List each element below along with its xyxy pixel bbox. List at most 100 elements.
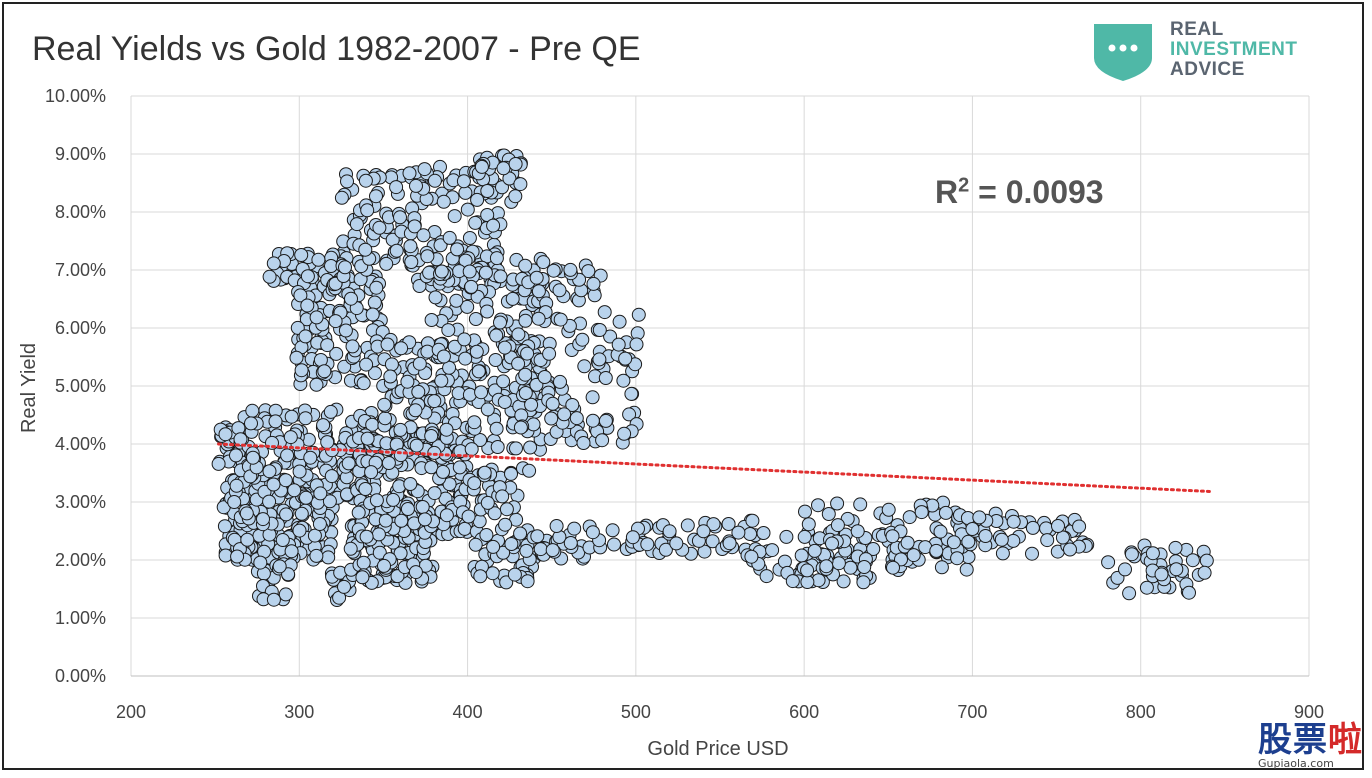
data-point <box>1051 519 1065 533</box>
data-point <box>317 364 332 379</box>
data-point <box>553 312 568 327</box>
data-point <box>292 523 307 538</box>
logo <box>1094 24 1152 81</box>
data-point <box>934 560 949 575</box>
data-point <box>508 189 523 204</box>
data-point <box>449 293 464 308</box>
data-point <box>417 512 432 527</box>
data-point <box>622 407 637 422</box>
watermark-text-1: 股票 <box>1258 720 1328 760</box>
data-point <box>298 329 313 344</box>
data-point <box>239 506 254 521</box>
data-point <box>409 178 423 193</box>
data-point <box>245 403 260 418</box>
data-point <box>311 252 326 267</box>
data-point <box>320 435 335 450</box>
data-point <box>358 242 373 257</box>
data-point <box>1185 553 1200 568</box>
data-point <box>360 203 375 218</box>
data-point <box>404 255 419 269</box>
ellipsis-shield-icon <box>1094 24 1152 81</box>
data-point <box>358 173 373 188</box>
data-point <box>961 534 976 549</box>
r2-superscript: 2 <box>958 174 970 197</box>
data-point <box>393 546 408 561</box>
data-point <box>300 269 315 284</box>
data-point <box>323 404 338 419</box>
data-point <box>938 505 953 520</box>
data-point <box>458 185 473 200</box>
y-axis-label: Real Yield <box>18 343 40 433</box>
data-point <box>447 339 462 354</box>
data-point <box>524 397 539 412</box>
data-point <box>409 438 424 453</box>
data-point <box>334 190 349 205</box>
data-point <box>474 385 489 400</box>
logo-text: REAL INVESTMENT ADVICE <box>1170 20 1297 80</box>
data-point <box>531 284 546 299</box>
data-point <box>462 231 477 245</box>
data-point <box>513 420 528 435</box>
data-point <box>420 249 435 264</box>
x-tick-label: 800 <box>1126 702 1156 722</box>
data-point <box>497 395 512 409</box>
data-point <box>567 521 582 536</box>
data-point <box>351 505 366 520</box>
data-point <box>294 248 309 262</box>
data-point <box>546 263 561 278</box>
data-point <box>696 524 711 539</box>
data-point <box>337 359 352 374</box>
data-point <box>365 307 380 322</box>
x-axis-label: Gold Price USD <box>647 738 788 760</box>
data-point <box>830 518 845 533</box>
data-point <box>298 411 313 426</box>
data-point <box>586 276 601 291</box>
data-point <box>439 422 454 437</box>
data-point <box>513 177 528 192</box>
data-point <box>412 356 427 371</box>
data-point <box>563 262 578 277</box>
data-point <box>403 239 418 254</box>
data-point <box>402 166 417 181</box>
data-point <box>706 517 721 532</box>
data-point <box>994 532 1009 547</box>
data-point <box>811 498 825 513</box>
data-point <box>428 290 443 305</box>
data-point <box>381 456 396 470</box>
data-point <box>486 539 501 554</box>
data-point <box>230 549 245 564</box>
logo-line-2: INVESTMENT <box>1170 39 1298 60</box>
y-tick-label: 9.00% <box>55 144 106 164</box>
data-point <box>798 504 812 519</box>
data-point <box>618 351 633 366</box>
data-point <box>227 495 242 509</box>
data-point <box>1055 530 1070 545</box>
data-point <box>857 560 872 574</box>
data-point <box>885 529 900 544</box>
data-point <box>493 315 507 330</box>
data-point <box>473 569 488 584</box>
data-point <box>324 469 339 484</box>
data-point <box>359 529 374 544</box>
data-point <box>329 346 344 361</box>
data-point <box>458 351 473 366</box>
data-point <box>530 529 545 544</box>
data-point <box>480 304 495 319</box>
data-point <box>978 529 993 543</box>
data-point <box>369 280 384 295</box>
data-point <box>722 536 737 551</box>
data-point <box>631 307 646 322</box>
data-point <box>617 426 632 441</box>
data-point <box>866 542 881 556</box>
data-point <box>640 537 655 552</box>
data-point <box>279 507 294 522</box>
data-point <box>487 506 502 521</box>
data-point <box>1025 520 1040 535</box>
data-point <box>299 490 313 505</box>
data-point <box>662 524 677 539</box>
data-point <box>511 327 526 342</box>
data-point <box>680 518 695 533</box>
data-point <box>1145 546 1160 561</box>
data-point <box>529 270 544 285</box>
data-point <box>474 159 489 174</box>
